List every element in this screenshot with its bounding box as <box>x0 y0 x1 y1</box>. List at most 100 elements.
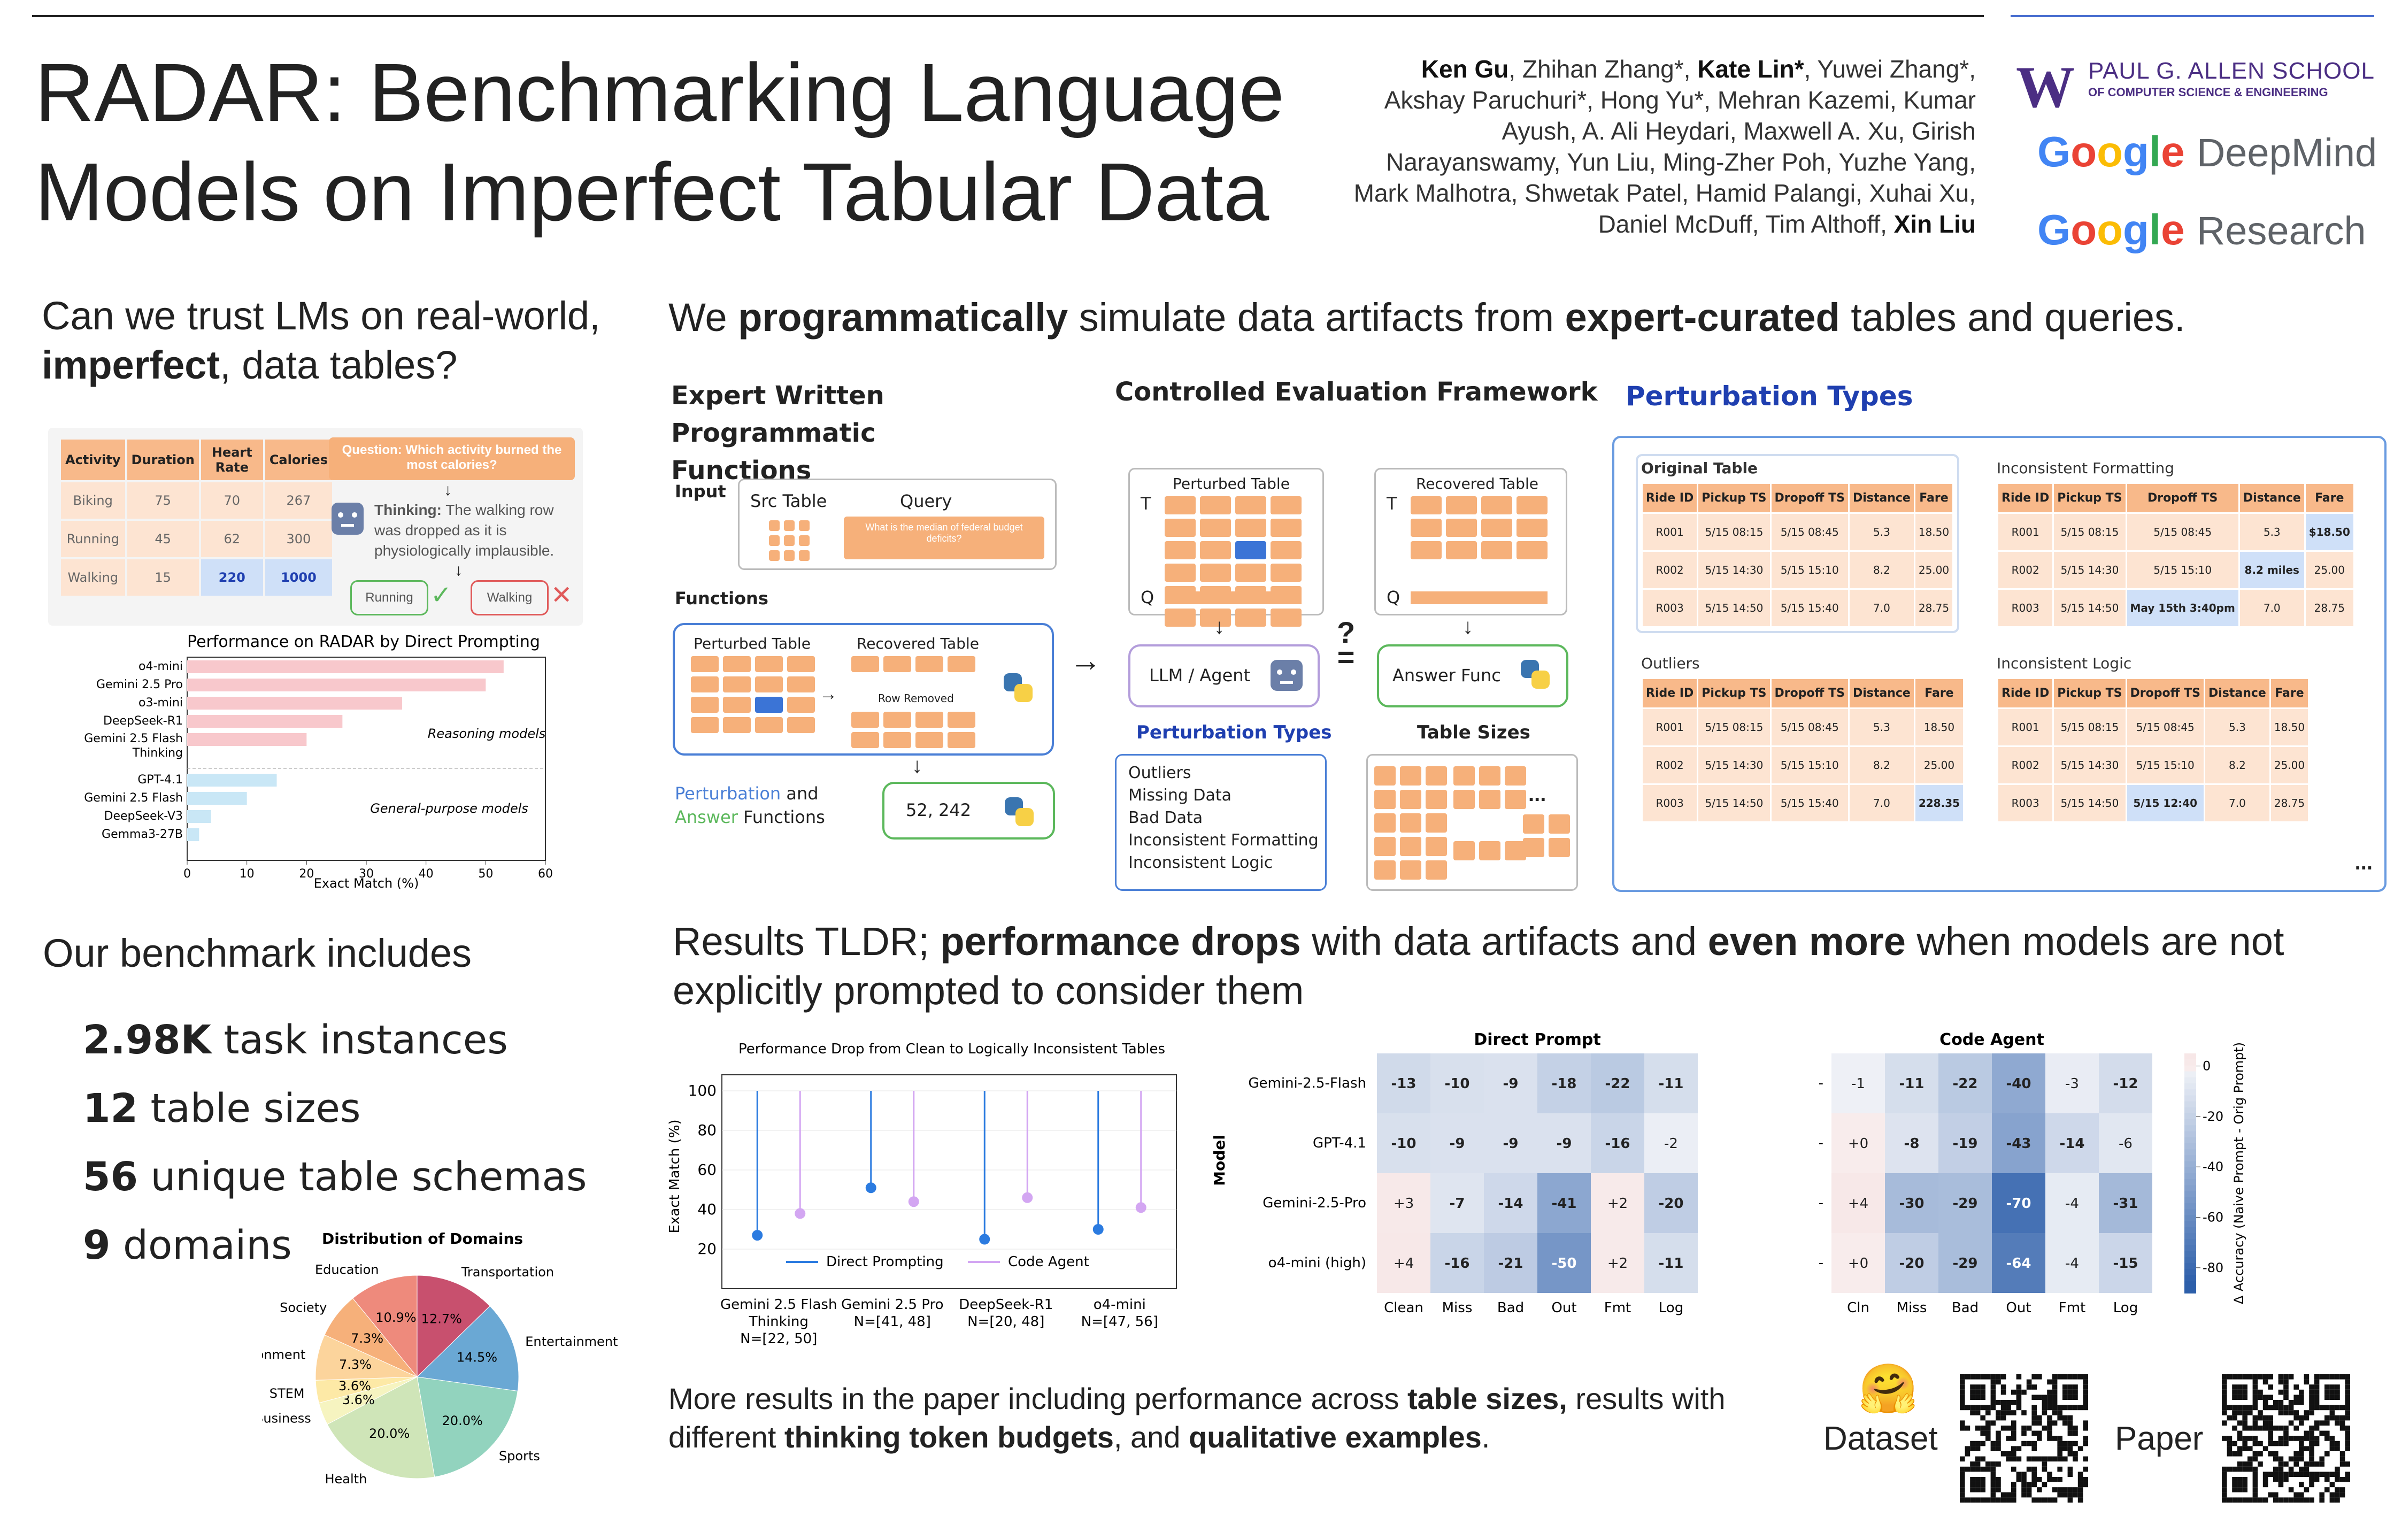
colorbar-segment <box>2184 1275 2196 1282</box>
colorbar-segment <box>2184 1083 2196 1090</box>
query-label: Query <box>900 491 952 511</box>
qr-module <box>2345 1395 2350 1400</box>
table-cell <box>1235 564 1266 582</box>
lollipop-point <box>865 1182 876 1194</box>
qr-module <box>2031 1477 2037 1482</box>
qr-module <box>1960 1497 1965 1503</box>
dataset-qr-code[interactable] <box>1960 1374 2088 1503</box>
qr-module <box>2258 1441 2263 1446</box>
table-cell <box>1271 609 1302 627</box>
qr-module <box>2083 1395 2088 1400</box>
qr-module <box>2288 1456 2294 1462</box>
pie-slice <box>352 1275 418 1378</box>
heatmap-value: -9 <box>1503 1136 1519 1152</box>
qr-module <box>1980 1497 1985 1503</box>
qr-module <box>2247 1456 2253 1462</box>
qr-module <box>2329 1384 2335 1390</box>
qr-module <box>1996 1477 2001 1482</box>
qr-module <box>2057 1477 2062 1482</box>
colorbar-segment <box>2184 1095 2196 1102</box>
ptypes-title: Perturbation Types <box>1626 381 1913 412</box>
bar-chart-xlabel: Exact Match (%) <box>314 876 419 891</box>
qr-module <box>2232 1487 2237 1492</box>
qr-module <box>1996 1415 2001 1421</box>
qr-module <box>2278 1497 2284 1503</box>
qr-module <box>2329 1492 2335 1498</box>
qr-module <box>2273 1405 2278 1411</box>
qr-module <box>2062 1441 2068 1446</box>
qr-module <box>2062 1384 2068 1390</box>
qr-module <box>2026 1384 2032 1390</box>
qr-module <box>2031 1410 2037 1415</box>
trust-question: Can we trust LMs on real-world, imperfec… <box>42 291 646 390</box>
qr-module <box>2324 1477 2330 1482</box>
table-cell <box>723 656 751 672</box>
qr-module <box>2258 1426 2263 1431</box>
qr-module <box>2047 1456 2052 1462</box>
dataset-label[interactable]: Dataset <box>1823 1420 1938 1457</box>
qr-module <box>1960 1420 1965 1426</box>
qr-module <box>1970 1395 1975 1400</box>
qr-module <box>1975 1384 1981 1390</box>
uw-logo: W <box>2016 55 2075 120</box>
qr-module <box>2052 1389 2058 1395</box>
qr-module <box>2309 1384 2314 1390</box>
qr-module <box>2309 1461 2314 1467</box>
heatmap-value: -31 <box>2113 1196 2138 1212</box>
pie-legend-label: Transportation <box>461 1265 554 1280</box>
more-mid2: , and <box>1113 1420 1189 1454</box>
qr-module <box>1980 1384 1985 1390</box>
paper-qr-code[interactable] <box>2222 1374 2350 1503</box>
q-label: Q <box>1141 587 1154 607</box>
google-wordmark: Google <box>2037 128 2197 175</box>
heatmap-row-tick: - <box>1819 1255 1823 1271</box>
ptype-cell: 5/15 14:50 <box>1698 590 1770 626</box>
qr-module <box>2268 1395 2273 1400</box>
table-cell <box>1200 541 1231 559</box>
bar-chart: Performance on RADAR by Direct Prompting… <box>84 633 553 891</box>
perturbed-table-icon <box>691 656 815 733</box>
ptype-cell: 18.50 <box>1915 709 1964 745</box>
qr-module <box>2309 1426 2314 1431</box>
heatmap-value: +4 <box>1394 1256 1414 1272</box>
qr-module <box>2011 1446 2016 1451</box>
qr-module <box>2314 1384 2320 1390</box>
heatmap-value: -19 <box>1953 1136 1978 1152</box>
functions-box: Perturbed Table → Recovered Table Row Re… <box>673 623 1054 756</box>
qr-module <box>2232 1415 2237 1421</box>
functions-word: Functions <box>737 807 825 827</box>
qr-module <box>2278 1482 2284 1488</box>
example-header-cell: Activity <box>61 440 125 480</box>
qr-module <box>2242 1482 2247 1488</box>
qr-module <box>2268 1415 2273 1421</box>
ptype-cell: R002 <box>1998 552 2053 588</box>
qr-module <box>2042 1497 2047 1503</box>
qr-module <box>2052 1436 2058 1441</box>
qr-module <box>2293 1461 2299 1467</box>
qr-module <box>2047 1400 2052 1405</box>
qr-module <box>2057 1405 2062 1411</box>
qr-module <box>2073 1405 2078 1411</box>
paper-label[interactable]: Paper <box>2115 1420 2204 1457</box>
ptype-cell: $18.50 <box>2305 514 2353 550</box>
table-row: R003 5/15 14:50 5/15 15:40 7.0 28.75 <box>1643 590 1953 626</box>
colorbar-segment <box>2184 1059 2196 1066</box>
qr-module <box>2288 1374 2294 1380</box>
colorbar-segment <box>2184 1251 2196 1258</box>
table-cell <box>1271 541 1302 559</box>
qr-module <box>2329 1410 2335 1415</box>
ptype-cell: 5/15 14:30 <box>1698 747 1770 783</box>
ptype-cell: 5/15 08:15 <box>1698 709 1770 745</box>
answer-func-box: Answer Func <box>1377 644 1568 707</box>
qr-module <box>2073 1426 2078 1431</box>
qr-module <box>2031 1482 2037 1488</box>
ptype-cell: 7.0 <box>1849 785 1914 821</box>
qr-module <box>2278 1456 2284 1462</box>
qr-module <box>2299 1441 2304 1446</box>
ptype-header-cell: Dropoff TS <box>1771 679 1848 707</box>
qr-module <box>2345 1405 2350 1411</box>
qr-module <box>1980 1487 1985 1492</box>
qr-module <box>2273 1497 2278 1503</box>
qr-module <box>1980 1415 1985 1421</box>
qr-module <box>1985 1466 1991 1472</box>
